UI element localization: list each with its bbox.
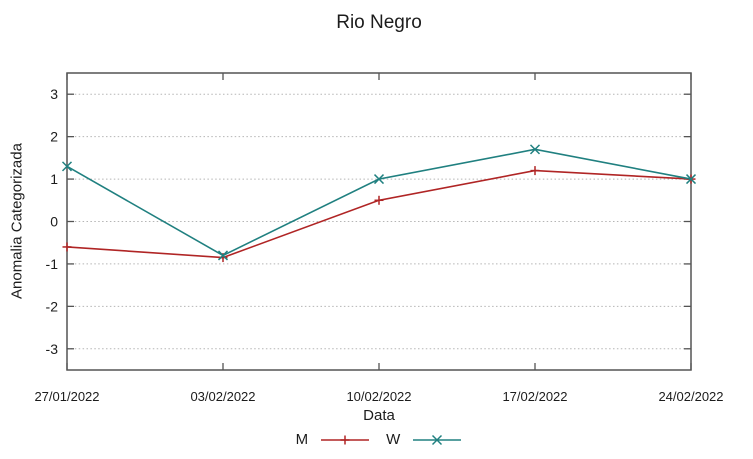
- y-tick-label: -3: [46, 341, 59, 357]
- y-tick-label: -1: [46, 256, 59, 272]
- legend: M W: [67, 431, 691, 448]
- plus-marker-icon: [62, 242, 72, 252]
- legend-item-w: W: [386, 431, 462, 448]
- x-axis-label: Data: [363, 407, 395, 424]
- legend-label-w: W: [386, 431, 401, 448]
- plus-marker-icon: [340, 435, 350, 444]
- y-tick-label: 1: [50, 171, 58, 187]
- plus-marker-icon: [374, 195, 384, 205]
- plus-marker-icon: [530, 166, 540, 176]
- x-tick-label: 03/02/2022: [190, 389, 255, 404]
- y-tick-label: 2: [50, 129, 58, 145]
- y-tick-label: -2: [46, 298, 59, 314]
- cross-marker-icon: [373, 174, 385, 185]
- y-tick-label: 3: [50, 86, 58, 102]
- x-tick-label: 17/02/2022: [502, 389, 567, 404]
- legend-line-cross-marker-icon: [413, 434, 462, 445]
- chart-title: Rio Negro: [336, 12, 422, 33]
- y-tick-label: 0: [50, 214, 58, 230]
- series-line-m: [66, 169, 692, 259]
- plot-border: [66, 72, 692, 371]
- legend-item-m: M: [296, 431, 371, 448]
- cross-marker-icon: [217, 250, 229, 261]
- cross-marker-icon: [61, 161, 73, 172]
- legend-label-m: M: [295, 431, 309, 448]
- x-tick-label: 10/02/2022: [346, 389, 411, 404]
- x-tick-label: 27/01/2022: [34, 389, 99, 404]
- cross-marker-icon: [685, 174, 697, 185]
- cross-marker-icon: [529, 144, 541, 155]
- legend-line-plus-marker-icon: [321, 435, 370, 444]
- x-tick-label: 24/02/2022: [658, 389, 723, 404]
- cross-marker-icon: [432, 434, 443, 445]
